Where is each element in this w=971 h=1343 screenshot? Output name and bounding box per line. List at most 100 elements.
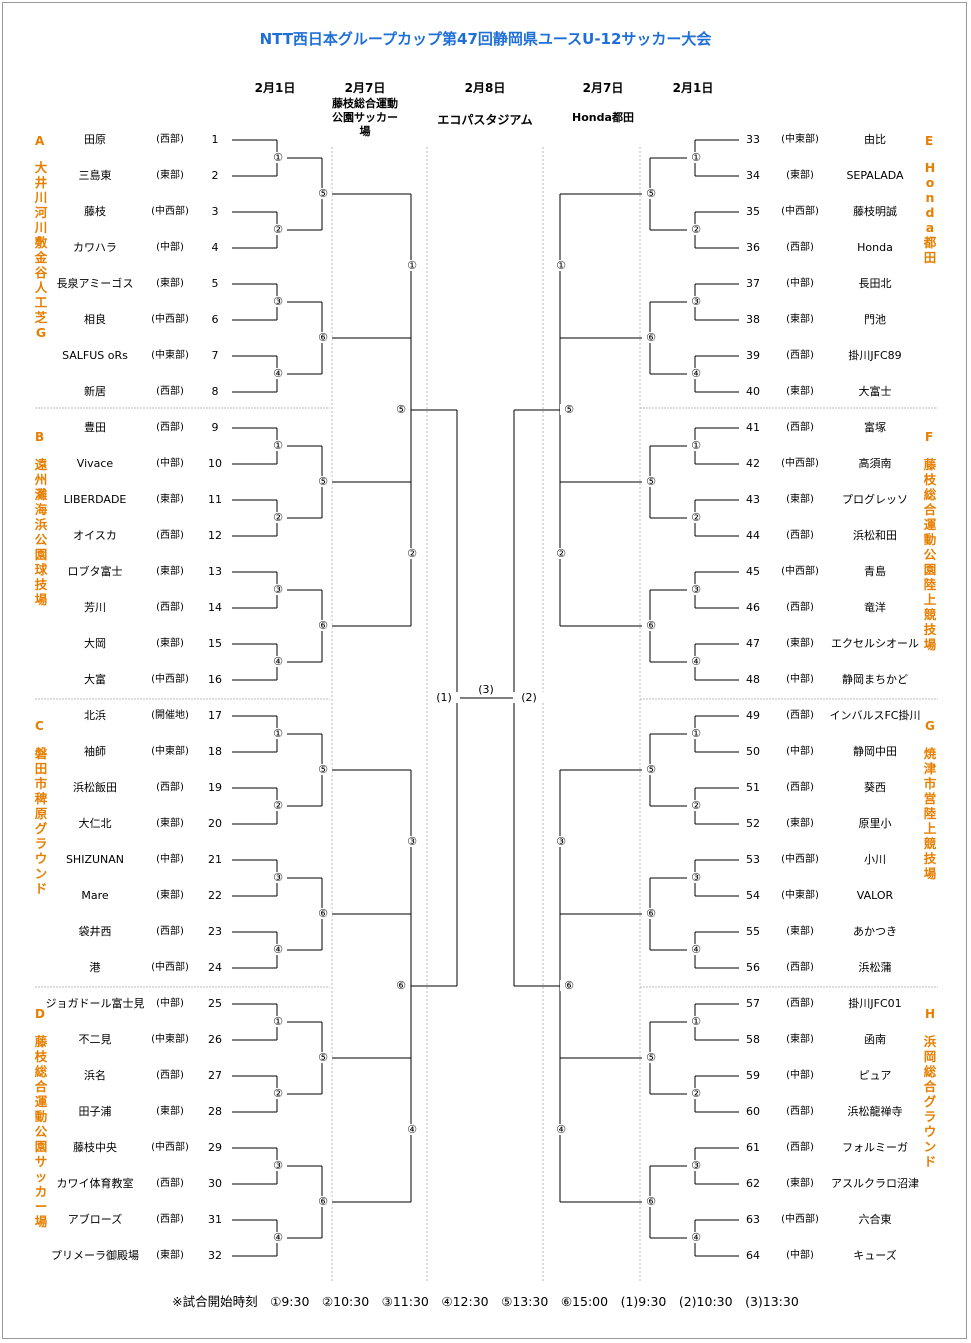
team-region-left: (中西部) — [151, 962, 189, 973]
team-name-left: 浜松飯田 — [73, 781, 117, 794]
team-number-right: 58 — [746, 1033, 760, 1046]
header-center-date: 2月8日 — [464, 81, 506, 95]
team-number-right: 61 — [746, 1141, 760, 1154]
team-region-right: (西部) — [786, 422, 814, 433]
team-region-left: (東部) — [156, 278, 184, 289]
team-number-left: 18 — [208, 745, 222, 758]
team-name-right: 葵西 — [864, 781, 886, 794]
team-name-left: 大仁北 — [78, 817, 112, 830]
team-name-right: 長田北 — [858, 277, 892, 290]
team-number-right: 46 — [746, 601, 760, 614]
left-round1-match-label: ③ — [269, 1160, 287, 1171]
group-letter-h: H — [925, 1007, 936, 1021]
team-name-right: 六合東 — [858, 1213, 892, 1226]
right-round1-match-label: ④ — [687, 1232, 705, 1243]
team-region-right: (西部) — [786, 602, 814, 613]
team-name-left: 長泉アミーゴス — [56, 277, 134, 290]
team-number-left: 1 — [211, 133, 219, 146]
team-region-right: (中部) — [786, 278, 814, 289]
right-round1-match-label: ② — [687, 1088, 705, 1099]
team-number-left: 26 — [208, 1033, 222, 1046]
right-round2-match-label: ⑤ — [642, 1052, 660, 1063]
header-left-round2-venue-3: 場 — [359, 125, 371, 138]
team-name-right: Honda — [857, 241, 893, 254]
team-number-right: 56 — [746, 961, 760, 974]
left-round1-match-label: ① — [269, 728, 287, 739]
team-region-right: (中東部) — [781, 134, 819, 145]
team-name-left: 大富 — [84, 673, 106, 686]
team-name-right: 大富士 — [858, 385, 892, 398]
team-region-right: (東部) — [786, 170, 814, 181]
team-region-left: (東部) — [156, 890, 184, 901]
team-number-left: 6 — [211, 313, 219, 326]
team-name-right: 浜松龍禅寺 — [847, 1105, 903, 1118]
right-round2-match-label: ⑥ — [642, 620, 660, 631]
team-region-left: (中東部) — [151, 350, 189, 361]
team-region-left: (西部) — [156, 1214, 184, 1225]
left-round1-match-label: ④ — [269, 1232, 287, 1243]
team-number-left: 27 — [208, 1069, 222, 1082]
group-letter-b: B — [35, 430, 45, 444]
team-region-left: (東部) — [156, 638, 184, 649]
left-round1-match-label: ③ — [269, 872, 287, 883]
group-venue-h: 浜岡総合グラウンド — [923, 1034, 937, 1169]
team-number-left: 28 — [208, 1105, 222, 1118]
team-name-left: 不二見 — [78, 1033, 112, 1046]
team-name-left: 袋井西 — [78, 925, 112, 938]
team-region-right: (西部) — [786, 1106, 814, 1117]
team-name-right: 富塚 — [864, 421, 886, 434]
team-region-right: (西部) — [786, 710, 814, 721]
team-number-right: 57 — [746, 997, 760, 1010]
right-round1-match-label: ② — [687, 224, 705, 235]
team-region-left: (中部) — [156, 998, 184, 1009]
semi-final-left-label: (1) — [428, 692, 460, 703]
team-name-left: ロブタ富士 — [67, 565, 123, 578]
team-name-right: ピュア — [858, 1069, 892, 1082]
right-round1-match-label: ④ — [687, 656, 705, 667]
team-number-right: 47 — [746, 637, 760, 650]
right-round1-match-label: ③ — [687, 872, 705, 883]
team-region-left: (中西部) — [151, 674, 189, 685]
left-round2-match-label: ⑥ — [314, 332, 332, 343]
team-name-left: SALFUS oRs — [62, 349, 128, 362]
team-name-right: VALOR — [856, 889, 894, 902]
team-number-right: 63 — [746, 1213, 760, 1226]
right-round1-match-label: ③ — [687, 1160, 705, 1171]
team-number-right: 39 — [746, 349, 760, 362]
team-name-left: アブローズ — [67, 1213, 123, 1226]
team-region-left: (開催地) — [151, 710, 189, 721]
team-number-left: 8 — [211, 385, 219, 398]
left-round2-match-label: ⑥ — [314, 1196, 332, 1207]
right-round4-match-label: ⑥ — [560, 980, 578, 991]
team-number-left: 24 — [208, 961, 222, 974]
team-name-right: インバルスFC掛川 — [829, 709, 921, 722]
right-round4-match-label: ⑤ — [560, 404, 578, 415]
right-round2-match-label: ⑥ — [642, 908, 660, 919]
team-region-right: (中西部) — [781, 458, 819, 469]
team-region-left: (中部) — [156, 458, 184, 469]
team-name-left: Mare — [81, 889, 109, 902]
header-left-round1-date: 2月1日 — [254, 81, 296, 95]
team-region-right: (西部) — [786, 530, 814, 541]
right-round1-match-label: ③ — [687, 584, 705, 595]
right-round2-match-label: ⑥ — [642, 332, 660, 343]
left-round2-match-label: ⑤ — [314, 1052, 332, 1063]
team-region-right: (中西部) — [781, 566, 819, 577]
left-round1-match-label: ② — [269, 800, 287, 811]
team-number-right: 52 — [746, 817, 760, 830]
team-region-left: (西部) — [156, 1178, 184, 1189]
team-name-right: 青島 — [864, 565, 886, 578]
team-name-left: 田子浦 — [78, 1105, 112, 1118]
team-number-right: 43 — [746, 493, 760, 506]
team-name-right: フォルミーガ — [842, 1141, 908, 1154]
team-number-right: 35 — [746, 205, 760, 218]
group-venue-c: 磐田市稗原グラウンド — [34, 746, 48, 896]
team-number-right: 59 — [746, 1069, 760, 1082]
team-region-right: (中西部) — [781, 854, 819, 865]
team-number-left: 10 — [208, 457, 222, 470]
team-name-right: 静岡中田 — [853, 745, 897, 758]
right-round1-match-label: ③ — [687, 296, 705, 307]
left-round4-match-label: ⑥ — [392, 980, 410, 991]
team-number-left: 2 — [211, 169, 219, 182]
